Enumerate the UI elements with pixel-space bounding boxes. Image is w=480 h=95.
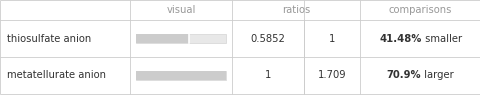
Text: 70.9%: 70.9%	[386, 70, 420, 80]
Bar	[136, 71, 226, 80]
Text: thiosulfate anion: thiosulfate anion	[7, 34, 91, 44]
Text: 1.709: 1.709	[317, 70, 346, 80]
Bar	[136, 34, 188, 43]
Text: comparisons: comparisons	[388, 5, 451, 15]
Text: 1: 1	[328, 34, 335, 44]
Text: 41.48%: 41.48%	[378, 34, 421, 44]
Bar	[136, 34, 226, 43]
Text: visual: visual	[166, 5, 195, 15]
Text: metatellurate anion: metatellurate anion	[7, 70, 106, 80]
Text: 1: 1	[264, 70, 271, 80]
Text: 0.5852: 0.5852	[250, 34, 285, 44]
Text: smaller: smaller	[421, 34, 461, 44]
Text: ratios: ratios	[281, 5, 310, 15]
Text: larger: larger	[420, 70, 453, 80]
Bar	[136, 71, 226, 80]
